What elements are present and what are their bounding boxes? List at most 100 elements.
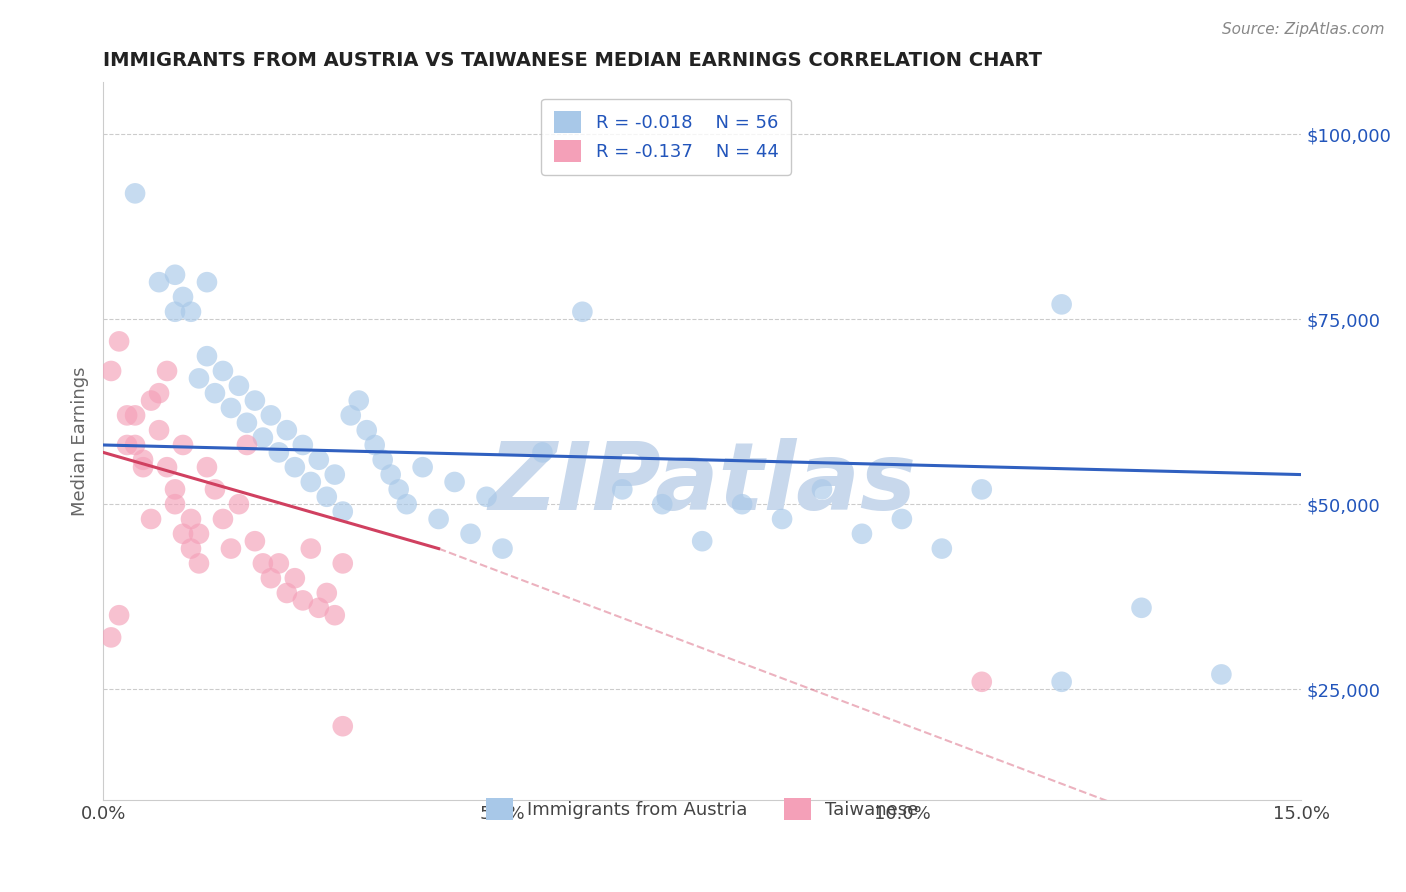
Point [212, 512, 235, 526]
Point [188, 557, 211, 571]
Point [276, 423, 298, 437]
Point [228, 497, 250, 511]
Point [690, 534, 713, 549]
Point [491, 541, 513, 556]
Point [308, 600, 330, 615]
Point [291, 438, 314, 452]
Point [180, 541, 202, 556]
Legend: Immigrants from Austria, Taiwanese: Immigrants from Austria, Taiwanese [471, 783, 934, 834]
Point [315, 490, 337, 504]
Point [308, 452, 330, 467]
Point [284, 571, 307, 585]
Point [364, 438, 387, 452]
Point [132, 460, 155, 475]
Point [811, 483, 834, 497]
Point [347, 393, 370, 408]
Point [332, 505, 354, 519]
Point [115, 409, 138, 423]
Point [412, 460, 434, 475]
Point [172, 290, 194, 304]
Text: ZIPatlas: ZIPatlas [488, 438, 917, 531]
Point [204, 483, 226, 497]
Point [212, 364, 235, 378]
Point [172, 438, 194, 452]
Point [139, 512, 162, 526]
Text: IMMIGRANTS FROM AUSTRIA VS TAIWANESE MEDIAN EARNINGS CORRELATION CHART: IMMIGRANTS FROM AUSTRIA VS TAIWANESE MED… [103, 51, 1042, 70]
Text: Source: ZipAtlas.com: Source: ZipAtlas.com [1222, 22, 1385, 37]
Point [252, 557, 274, 571]
Point [163, 305, 186, 319]
Point [243, 534, 266, 549]
Point [243, 393, 266, 408]
Point [395, 497, 418, 511]
Point [1050, 297, 1073, 311]
Point [276, 586, 298, 600]
Point [195, 349, 218, 363]
Point [228, 378, 250, 392]
Point [115, 438, 138, 452]
Point [1130, 600, 1153, 615]
Point [124, 186, 146, 201]
Point [156, 364, 179, 378]
Point [156, 460, 179, 475]
Point [267, 557, 290, 571]
Point [1050, 674, 1073, 689]
Point [195, 275, 218, 289]
Point [219, 401, 242, 415]
Point [100, 631, 122, 645]
Point [108, 334, 131, 349]
Point [339, 409, 361, 423]
Point [132, 452, 155, 467]
Point [380, 467, 402, 482]
Point [188, 371, 211, 385]
Point [291, 593, 314, 607]
Point [124, 409, 146, 423]
Point [163, 268, 186, 282]
Point [172, 526, 194, 541]
Point [323, 608, 346, 623]
Point [323, 467, 346, 482]
Point [371, 452, 394, 467]
Point [651, 497, 673, 511]
Point [284, 460, 307, 475]
Point [148, 275, 170, 289]
Point [356, 423, 378, 437]
Point [195, 460, 218, 475]
Point [427, 512, 450, 526]
Point [770, 512, 793, 526]
Point [108, 608, 131, 623]
Point [460, 526, 482, 541]
Point [236, 438, 259, 452]
Point [890, 512, 912, 526]
Point [260, 571, 283, 585]
Point [475, 490, 498, 504]
Point [388, 483, 411, 497]
Point [148, 423, 170, 437]
Point [180, 512, 202, 526]
Point [931, 541, 953, 556]
Point [332, 557, 354, 571]
Point [731, 497, 754, 511]
Point [100, 364, 122, 378]
Point [970, 674, 993, 689]
Point [1211, 667, 1233, 681]
Point [260, 409, 283, 423]
Point [531, 445, 554, 459]
Point [970, 483, 993, 497]
Point [612, 483, 634, 497]
Point [252, 431, 274, 445]
Point [180, 305, 202, 319]
Point [299, 541, 322, 556]
Point [204, 386, 226, 401]
Point [139, 393, 162, 408]
Point [267, 445, 290, 459]
Point [315, 586, 337, 600]
Y-axis label: Median Earnings: Median Earnings [72, 367, 89, 516]
Point [332, 719, 354, 733]
Point [163, 483, 186, 497]
Point [236, 416, 259, 430]
Point [443, 475, 465, 489]
Point [299, 475, 322, 489]
Point [851, 526, 873, 541]
Point [219, 541, 242, 556]
